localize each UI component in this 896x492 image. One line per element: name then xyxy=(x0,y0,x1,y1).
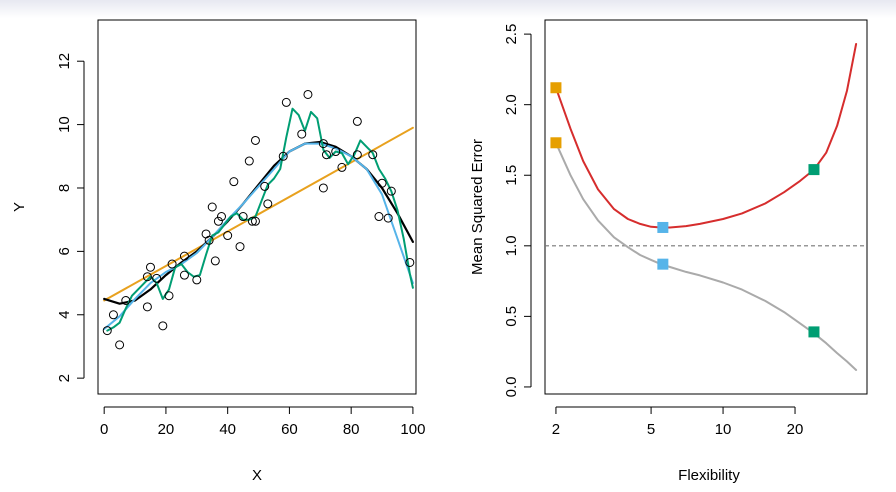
data-point xyxy=(142,272,152,282)
left-x-tick-label: 80 xyxy=(343,421,360,438)
data-point xyxy=(229,177,239,187)
data-point xyxy=(115,340,125,350)
left-series xyxy=(103,107,414,332)
data-point xyxy=(158,321,168,331)
right-panel: 2 5 10 20 0.0 0.5 1.0 1.5 2.0 2.5 Flexibility Me… xyxy=(469,19,868,484)
mse-marker xyxy=(808,164,820,176)
data-point xyxy=(250,216,260,226)
right-y-tick-label: 0.5 xyxy=(503,306,520,327)
data-point xyxy=(192,275,202,285)
mse-marker xyxy=(657,221,669,233)
data-point xyxy=(303,89,313,99)
data-point xyxy=(164,291,174,301)
data-point xyxy=(204,235,214,245)
mse-marker xyxy=(550,82,562,94)
left-y-axis-label: Y xyxy=(11,202,28,212)
data-point xyxy=(179,251,189,261)
data-point xyxy=(377,178,387,188)
data-point xyxy=(318,139,328,149)
right-x-tick-label: 5 xyxy=(647,421,655,438)
left-y-tick-label: 6 xyxy=(56,247,73,255)
left-x-tick-label: 100 xyxy=(400,421,425,438)
left-points xyxy=(102,89,415,350)
left-x-tick-label: 60 xyxy=(281,421,298,438)
right-x-tick-label: 10 xyxy=(715,421,732,438)
left-series-line xyxy=(103,142,414,330)
right-y-axis: 0.0 0.5 1.0 1.5 2.0 2.5 xyxy=(503,24,532,398)
data-point xyxy=(281,97,291,107)
data-point xyxy=(145,262,155,272)
left-series-line xyxy=(106,107,414,332)
mse-marker xyxy=(657,258,669,270)
data-point xyxy=(235,242,245,252)
data-point xyxy=(121,296,131,305)
left-y-tick-label: 10 xyxy=(56,116,73,133)
data-point xyxy=(321,150,331,160)
left-x-tick-label: 40 xyxy=(219,421,236,438)
training-mse-curve xyxy=(554,141,858,371)
left-series-line xyxy=(103,126,414,302)
data-point xyxy=(210,256,220,266)
data-point xyxy=(405,257,415,267)
left-y-tick-label: 4 xyxy=(56,311,73,319)
left-panel: 0 20 40 60 80 100 2 4 6 8 10 12 X Y xyxy=(11,19,425,484)
right-series xyxy=(554,43,858,371)
data-point xyxy=(207,202,217,212)
data-point xyxy=(368,150,378,160)
data-point xyxy=(102,326,112,336)
data-point xyxy=(238,212,248,222)
left-y-tick-label: 8 xyxy=(56,184,73,192)
data-point xyxy=(260,181,270,191)
data-point xyxy=(167,259,177,269)
data-point xyxy=(297,129,307,139)
mse-marker xyxy=(808,326,820,338)
data-point xyxy=(278,151,288,161)
mse-marker xyxy=(550,137,562,149)
data-point xyxy=(374,212,384,222)
data-point xyxy=(331,147,341,157)
data-point xyxy=(216,212,226,222)
data-point xyxy=(250,135,260,145)
data-point xyxy=(247,216,257,226)
right-y-tick-label: 1.5 xyxy=(503,165,520,186)
data-point xyxy=(152,273,162,283)
data-point xyxy=(223,231,233,241)
data-point xyxy=(352,116,362,126)
right-x-tick-label: 2 xyxy=(552,421,560,438)
left-x-tick-label: 20 xyxy=(158,421,175,438)
right-y-tick-label: 1.0 xyxy=(503,235,520,256)
left-y-tick-label: 12 xyxy=(56,53,73,70)
right-plot-frame xyxy=(544,19,868,395)
data-point xyxy=(383,213,393,223)
left-plot-frame xyxy=(97,19,417,395)
test-mse-curve xyxy=(554,43,858,229)
top-gradient-band xyxy=(0,0,896,18)
data-point xyxy=(108,310,118,320)
left-x-axis: 0 20 40 60 80 100 xyxy=(100,406,425,438)
left-x-tick-label: 0 xyxy=(100,421,108,438)
data-point xyxy=(352,150,362,160)
right-y-tick-label: 2.5 xyxy=(503,24,520,45)
left-x-axis-label: X xyxy=(252,467,262,484)
right-x-axis-label: Flexibility xyxy=(678,467,740,484)
left-y-axis: 2 4 6 8 10 12 xyxy=(56,53,85,382)
right-y-tick-label: 0.0 xyxy=(503,377,520,398)
data-point xyxy=(213,216,223,226)
data-point xyxy=(318,183,328,193)
right-x-tick-label: 20 xyxy=(787,421,804,438)
data-point xyxy=(179,270,189,280)
right-y-tick-label: 2.0 xyxy=(503,94,520,115)
right-y-axis-label: Mean Squared Error xyxy=(469,139,486,275)
data-point xyxy=(142,302,152,312)
data-point xyxy=(337,162,347,172)
data-point xyxy=(244,156,254,166)
right-markers xyxy=(550,82,820,338)
data-point xyxy=(386,186,396,196)
data-point xyxy=(263,199,273,209)
right-x-axis: 2 5 10 20 xyxy=(552,406,804,438)
left-y-tick-label: 2 xyxy=(56,374,73,382)
